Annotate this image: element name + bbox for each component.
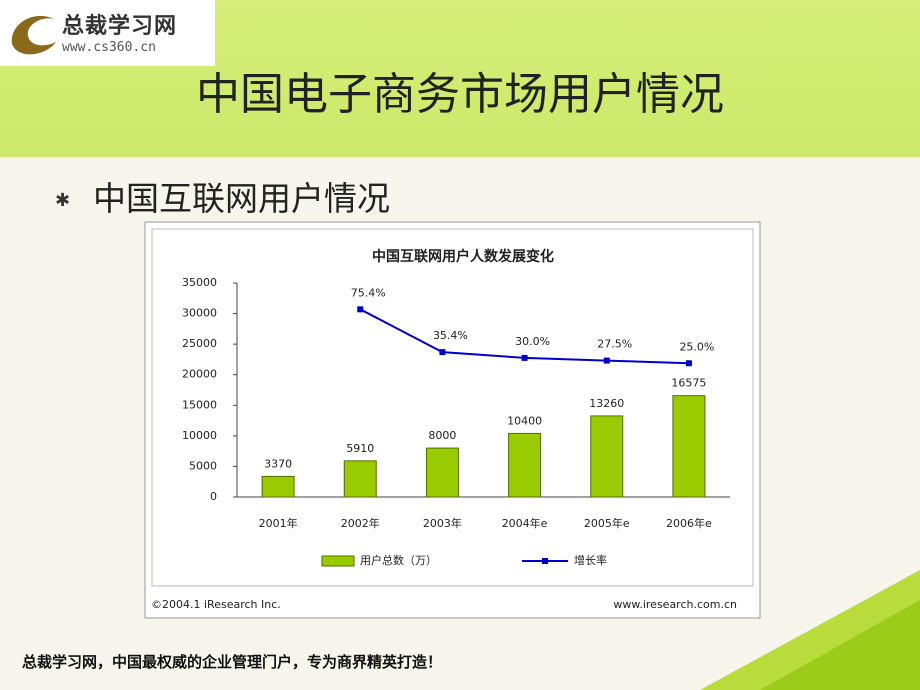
- line-marker: [685, 360, 692, 367]
- line-value-label: 27.5%: [597, 338, 632, 351]
- legend-swatch: [542, 558, 548, 564]
- x-tick-label: 2004年e: [502, 516, 548, 530]
- bullet-mark: ✱: [55, 190, 71, 211]
- x-tick-label: 2005年e: [584, 516, 630, 530]
- bar: [590, 415, 624, 498]
- x-tick-label: 2006年e: [666, 516, 712, 530]
- x-tick-label: 2003年: [423, 516, 462, 530]
- y-tick-label: 5000: [189, 459, 217, 472]
- bar-value-label: 5910: [346, 442, 374, 455]
- y-tick-label: 15000: [182, 398, 217, 411]
- y-tick-label: 20000: [182, 368, 217, 381]
- line-value-label: 25.0%: [679, 340, 714, 353]
- legend-label: 增长率: [574, 553, 607, 567]
- bar-value-label: 10400: [507, 414, 542, 427]
- bar: [508, 432, 542, 498]
- line-marker: [439, 349, 446, 356]
- chart-title: 中国互联网用户人数发展变化: [372, 248, 554, 265]
- chart-source: ©2004.1 iResearch Inc.: [151, 598, 281, 611]
- y-tick-label: 25000: [182, 337, 217, 350]
- bar: [343, 460, 377, 498]
- x-tick-label: 2001年: [259, 516, 298, 530]
- x-tick-label: 2002年: [341, 516, 380, 530]
- line-value-label: 35.4%: [433, 329, 468, 342]
- chart-inner-frame: [151, 228, 754, 587]
- footer: 总裁学习网，中国最权威的企业管理门户，专为商界精英打造！: [22, 653, 443, 671]
- bar-value-label: 16575: [671, 377, 706, 390]
- y-tick-label: 35000: [182, 276, 217, 289]
- legend-swatch: [321, 555, 355, 567]
- y-tick-label: 10000: [182, 429, 217, 442]
- logo-name: 总裁学习网: [62, 14, 178, 39]
- bar-value-label: 3370: [264, 457, 292, 470]
- line-value-label: 30.0%: [515, 335, 550, 348]
- legend-label: 用户总数（万）: [360, 553, 437, 567]
- line-value-label: 75.4%: [351, 286, 386, 299]
- slide-title: 中国电子商务市场用户情况: [196, 69, 724, 120]
- line-marker: [521, 354, 528, 361]
- y-tick-label: 0: [210, 490, 217, 503]
- bar: [425, 447, 459, 498]
- chart-source-url: www.iresearch.com.cn: [613, 598, 737, 611]
- y-tick-label: 30000: [182, 307, 217, 320]
- logo: 总裁学习网 www.cs360.cn: [0, 0, 215, 66]
- bullet-text: 中国互联网用户情况: [93, 179, 390, 218]
- line-marker: [357, 306, 364, 313]
- bar: [672, 395, 706, 498]
- logo-icon: [11, 15, 57, 55]
- line-marker: [603, 357, 610, 364]
- chart-frame: [144, 221, 761, 619]
- bar-value-label: 13260: [589, 397, 624, 410]
- bar: [261, 475, 295, 498]
- bar-value-label: 8000: [428, 429, 456, 442]
- logo-url: www.cs360.cn: [62, 40, 156, 55]
